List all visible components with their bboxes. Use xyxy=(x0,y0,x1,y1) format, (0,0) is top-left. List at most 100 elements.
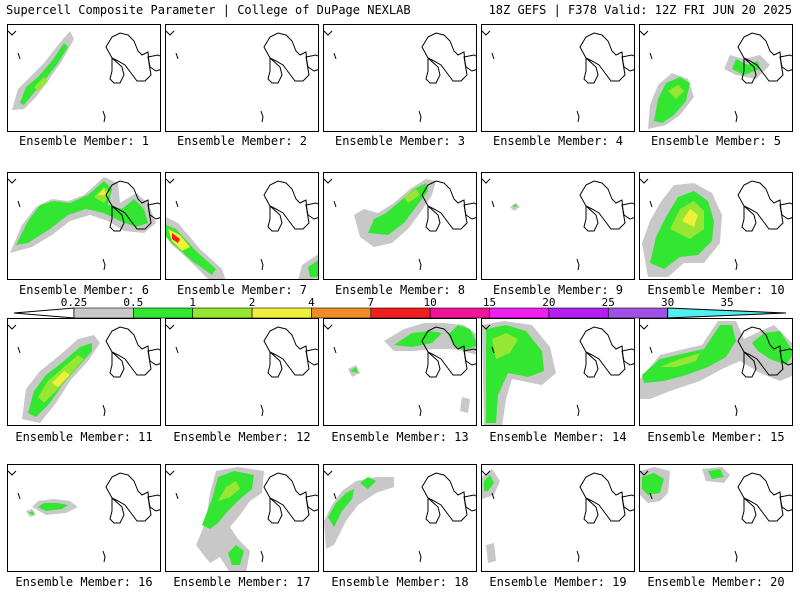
legend-swatch-1 xyxy=(133,307,194,319)
ensemble-member-map-12 xyxy=(165,318,319,426)
scp-contour-19-2 xyxy=(486,543,496,563)
scp-contour-18-2 xyxy=(360,477,376,489)
great-lakes-coastline xyxy=(166,470,318,563)
scp-contour-6-0 xyxy=(10,177,156,253)
scp-contour-9-0 xyxy=(510,203,520,211)
legend-tick-label: 25 xyxy=(601,296,615,309)
scp-contour-7-3 xyxy=(172,233,180,243)
ensemble-member-map-20 xyxy=(639,464,793,572)
legend-swatch-4 xyxy=(311,307,372,319)
legend-swatch-7 xyxy=(489,307,550,319)
legend-tick-label: 0.25 xyxy=(60,296,88,309)
legend-high-arrow xyxy=(667,307,787,319)
ensemble-member-map-7 xyxy=(165,172,319,280)
great-lakes-coastline xyxy=(8,470,160,563)
great-lakes-coastline xyxy=(8,178,160,271)
scp-contour-9-1 xyxy=(512,204,517,207)
ensemble-member-label-8: Ensemble Member: 8 xyxy=(334,283,466,297)
page-title: Supercell Composite Parameter | College … xyxy=(6,3,411,17)
great-lakes-coastline xyxy=(640,470,792,563)
ensemble-member-map-18 xyxy=(323,464,477,572)
legend-tick-label: 0.5 xyxy=(123,296,144,309)
great-lakes-coastline xyxy=(166,178,318,271)
scp-contour-20-3 xyxy=(708,469,724,479)
legend-swatch-8 xyxy=(548,307,609,319)
great-lakes-coastline xyxy=(8,30,160,123)
ensemble-member-map-5 xyxy=(639,24,793,132)
scp-contour-15-2 xyxy=(752,331,792,365)
scp-contour-7-5 xyxy=(308,260,318,277)
great-lakes-coastline xyxy=(482,30,634,123)
scp-contour-6-3 xyxy=(98,189,106,195)
scp-contour-1-1 xyxy=(20,43,68,105)
ensemble-member-label-14: Ensemble Member: 14 xyxy=(489,430,627,444)
legend-tick-label: 10 xyxy=(423,296,437,309)
ensemble-member-label-15: Ensemble Member: 15 xyxy=(647,430,785,444)
great-lakes-coastline xyxy=(640,30,792,123)
scp-contour-10-3 xyxy=(682,209,698,227)
scp-contour-1-0 xyxy=(12,31,74,110)
great-lakes-coastline xyxy=(482,470,634,563)
forecast-valid-time: 18Z GEFS | F378 Valid: 12Z FRI JUN 20 20… xyxy=(488,3,792,17)
legend-swatch-9 xyxy=(607,307,668,319)
legend-tick-label: 30 xyxy=(661,296,675,309)
scp-contour-18-0 xyxy=(324,477,394,549)
scp-contour-7-0 xyxy=(166,217,226,279)
ensemble-member-map-15 xyxy=(639,318,793,426)
scp-contour-13-1 xyxy=(394,331,442,347)
ensemble-member-map-17 xyxy=(165,464,319,572)
legend-tick-label: 35 xyxy=(720,296,734,309)
ensemble-member-map-1 xyxy=(7,24,161,132)
great-lakes-coastline xyxy=(324,470,476,563)
scp-contour-15-1 xyxy=(642,325,736,383)
ensemble-member-label-11: Ensemble Member: 11 xyxy=(15,430,153,444)
scp-contour-18-1 xyxy=(328,489,354,527)
ensemble-member-map-14 xyxy=(481,318,635,426)
scp-contour-17-3 xyxy=(218,481,240,501)
ensemble-member-label-20: Ensemble Member: 20 xyxy=(647,575,785,589)
legend-swatch-0 xyxy=(73,307,134,319)
legend-tick-label: 7 xyxy=(367,296,375,309)
great-lakes-coastline xyxy=(482,324,634,417)
scp-contour-15-3 xyxy=(660,353,700,367)
legend-swatch-5 xyxy=(370,307,431,319)
scp-contour-1-2 xyxy=(34,77,48,91)
great-lakes-coastline xyxy=(640,324,792,417)
legend-tick-label: 1 xyxy=(189,296,197,309)
great-lakes-coastline xyxy=(324,30,476,123)
ensemble-member-label-19: Ensemble Member: 19 xyxy=(489,575,627,589)
ensemble-member-label-10: Ensemble Member: 10 xyxy=(647,283,785,297)
legend-tick-label: 4 xyxy=(308,296,315,309)
scp-contour-11-3 xyxy=(52,371,70,387)
great-lakes-coastline xyxy=(166,324,318,417)
ensemble-member-label-4: Ensemble Member: 4 xyxy=(492,134,624,148)
ensemble-member-map-16 xyxy=(7,464,161,572)
scp-contour-6-1 xyxy=(16,181,148,245)
great-lakes-coastline xyxy=(324,178,476,271)
ensemble-member-label-13: Ensemble Member: 13 xyxy=(331,430,469,444)
ensemble-member-map-19 xyxy=(481,464,635,572)
ensemble-member-label-9: Ensemble Member: 9 xyxy=(492,283,624,297)
ensemble-member-map-3 xyxy=(323,24,477,132)
scp-contour-14-2 xyxy=(492,333,518,359)
ensemble-member-map-9 xyxy=(481,172,635,280)
ensemble-member-map-13 xyxy=(323,318,477,426)
ensemble-member-label-12: Ensemble Member: 12 xyxy=(173,430,311,444)
scp-contour-19-1 xyxy=(484,475,494,491)
ensemble-member-map-6 xyxy=(7,172,161,280)
great-lakes-coastline xyxy=(482,178,634,271)
scp-contour-17-1 xyxy=(202,471,254,529)
ensemble-member-label-18: Ensemble Member: 18 xyxy=(331,575,469,589)
great-lakes-coastline xyxy=(324,324,476,417)
ensemble-member-label-2: Ensemble Member: 2 xyxy=(176,134,308,148)
ensemble-member-label-16: Ensemble Member: 16 xyxy=(15,575,153,589)
ensemble-member-label-7: Ensemble Member: 7 xyxy=(176,283,308,297)
ensemble-member-label-6: Ensemble Member: 6 xyxy=(18,283,150,297)
scp-contour-13-2 xyxy=(448,325,476,351)
great-lakes-coastline xyxy=(640,178,792,271)
scp-contour-13-4 xyxy=(350,367,358,373)
ensemble-member-map-11 xyxy=(7,318,161,426)
scp-contour-16-1 xyxy=(38,503,68,511)
scp-contour-16-3 xyxy=(28,511,34,515)
legend-low-arrow xyxy=(13,307,75,319)
